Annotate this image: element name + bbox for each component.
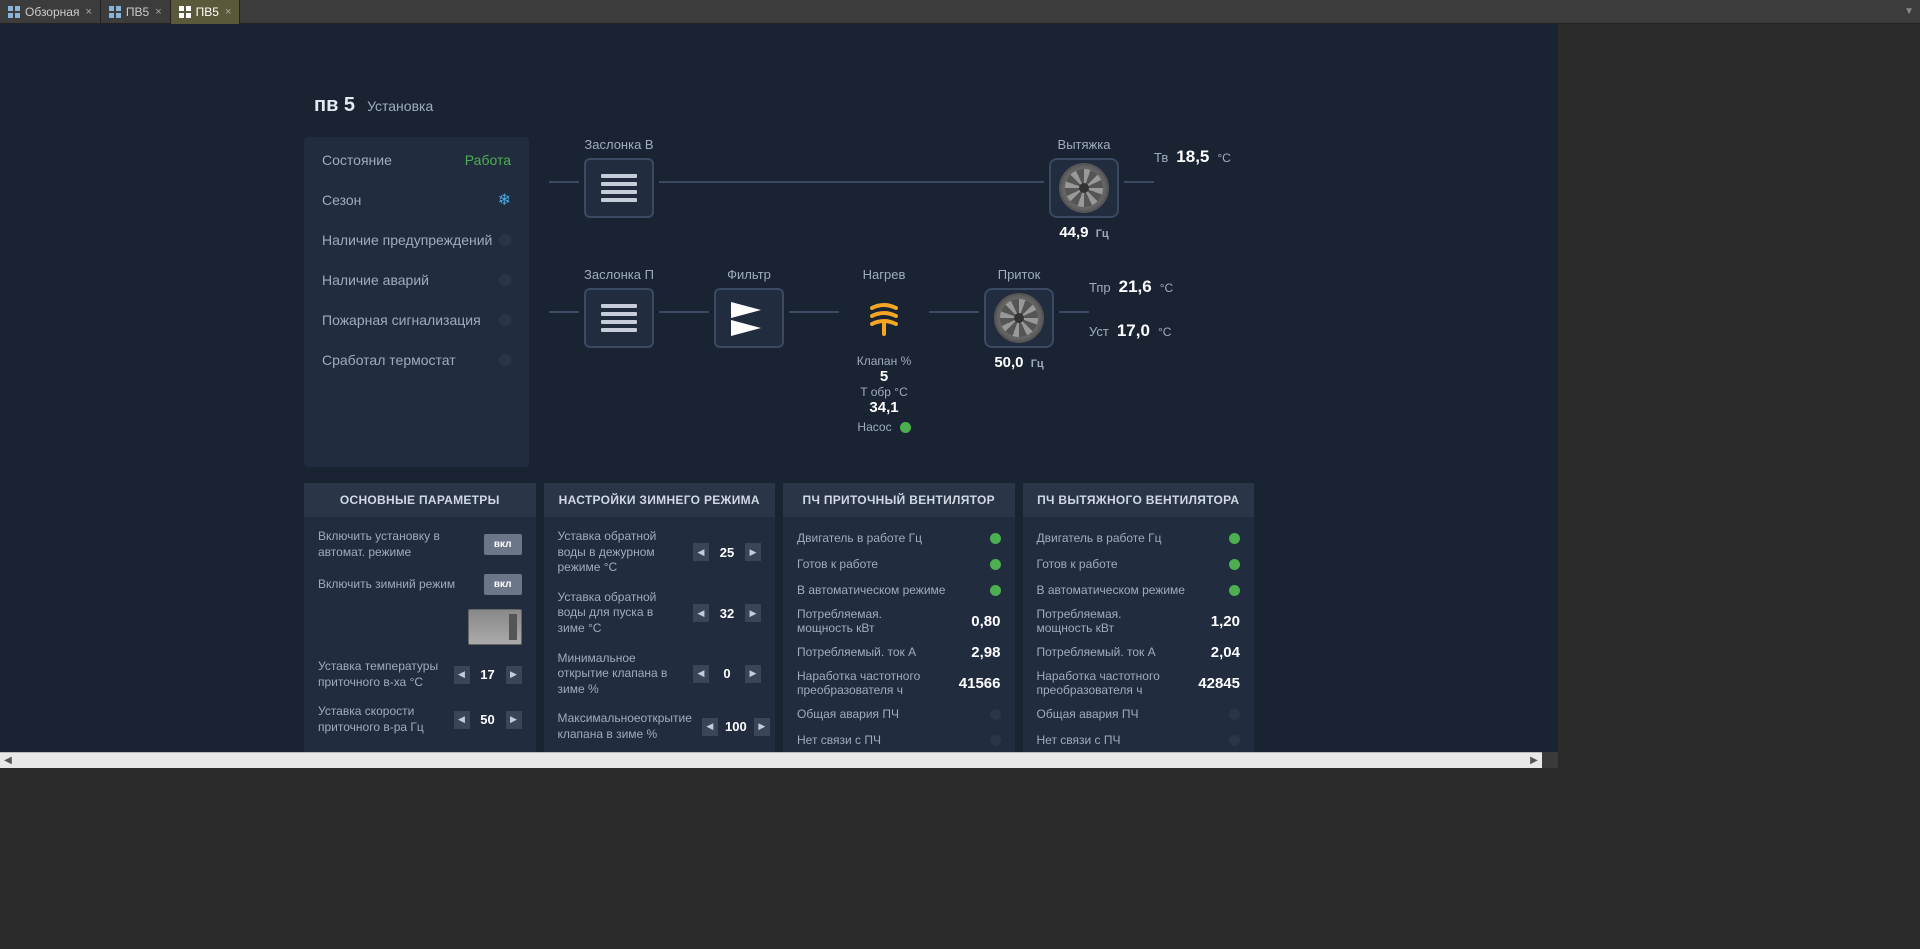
exhaust-hz: 44,9 [1059,224,1088,241]
status-state: Состояние Работа [322,149,511,171]
hvac-canvas: пв 5 Установка Состояние Работа Сезон ❄ … [0,24,1558,752]
temp-tv: Тв 18,5 °C [1154,147,1254,167]
status-dot [1229,559,1240,570]
power-kw: 1,20 [1211,613,1240,630]
filter-node: Фильтр [709,267,789,348]
return-water-start[interactable]: ◀32▶ [693,604,761,622]
indicator-dot [499,314,511,326]
snowflake-icon: ❄ [498,190,511,210]
damper-icon [584,288,654,348]
decrement-button[interactable]: ◀ [454,666,470,684]
hvac-diagram: Заслонка В Вытяжка 44,9 Гц Тв 18,5 °C [549,137,1254,467]
viewport: пв 5 Установка Состояние Работа Сезон ❄ … [0,24,1558,768]
panel-winter-settings: НАСТРОЙКИ ЗИМНЕГО РЕЖИМА Уставка обратно… [544,483,776,768]
runtime-h: 41566 [959,675,1001,692]
close-icon[interactable]: × [85,6,91,18]
pump-status-dot [900,422,911,433]
winter-mode-toggle[interactable]: вкл [484,574,522,595]
panel-main-params: ОСНОВНЫЕ ПАРАМЕТРЫ Включить установку в … [304,483,536,768]
current-a: 2,04 [1211,644,1240,661]
increment-button[interactable]: ▶ [506,666,522,684]
status-season: Сезон ❄ [322,189,511,211]
auto-mode-toggle[interactable]: вкл [484,534,522,555]
tabs-menu[interactable]: ▼ [1898,6,1920,17]
status-dot [990,709,1001,720]
status-dot [990,735,1001,746]
status-dot [990,559,1001,570]
status-dot [990,533,1001,544]
status-dot [990,585,1001,596]
indicator-dot [499,274,511,286]
tab-pv5-1[interactable]: ПВ5 × [101,0,171,24]
return-temp: 34,1 [839,399,929,416]
increment-button[interactable]: ▶ [506,711,522,729]
status-thermostat: Сработал термостат [322,349,511,371]
damper-icon [584,158,654,218]
panel-header: ПЧ ПРИТОЧНЫЙ ВЕНТИЛЯТОР [783,483,1015,517]
status-warnings: Наличие предупреждений [322,229,511,251]
status-dot [1229,533,1240,544]
panel-header: НАСТРОЙКИ ЗИМНЕГО РЕЖИМА [544,483,776,517]
horizontal-scrollbar[interactable]: ◀ ▶ [0,752,1542,768]
unit-subtitle: Установка [367,98,433,114]
panel-header: ПЧ ВЫТЯЖНОГО ВЕНТИЛЯТОРА [1023,483,1255,517]
tab-bar: Обзорная × ПВ5 × ПВ5 × ▼ [0,0,1920,24]
damper-v-node: Заслонка В [579,137,659,218]
close-icon[interactable]: × [225,6,231,18]
panel-header: ОСНОВНЫЕ ПАРАМЕТРЫ [304,483,536,517]
indicator-dot [499,354,511,366]
indicator-dot [499,234,511,246]
valve-min-open[interactable]: ◀0▶ [693,665,761,683]
close-icon[interactable]: × [155,6,161,18]
temp-tpr: Тпр 21,6 °C [1089,277,1189,297]
tab-overview[interactable]: Обзорная × [0,0,101,24]
heater-node: Нагрев Клапан % 5 T обр °C 34,1 Насос [839,267,929,434]
status-panel: Состояние Работа Сезон ❄ Наличие предупр… [304,137,529,467]
supply-fan-speed[interactable]: ◀50▶ [454,711,522,729]
status-fire: Пожарная сигнализация [322,309,511,331]
scroll-left-button[interactable]: ◀ [0,753,16,769]
valve-percent: 5 [839,368,929,385]
tab-label: ПВ5 [126,5,149,19]
tab-label: ПВ5 [196,5,219,19]
fan-icon [1049,158,1119,218]
tab-icon [8,6,20,18]
supply-hz: 50,0 [994,354,1023,371]
page-title: пв 5 Установка [304,94,1254,117]
tab-label: Обзорная [25,5,79,19]
status-dot [1229,585,1240,596]
current-a: 2,98 [971,644,1000,661]
decrement-button[interactable]: ◀ [454,711,470,729]
status-dot [1229,735,1240,746]
exhaust-fan-node: Вытяжка 44,9 Гц [1044,137,1124,241]
tab-icon [179,6,191,18]
runtime-h: 42845 [1198,675,1240,692]
status-alarms: Наличие аварий [322,269,511,291]
tab-icon [109,6,121,18]
filter-icon [714,288,784,348]
fan-icon [984,288,1054,348]
tab-pv5-2[interactable]: ПВ5 × [171,0,241,24]
supply-temp-setpoint[interactable]: ◀17▶ [454,666,522,684]
panel-exhaust-vfd: ПЧ ВЫТЯЖНОГО ВЕНТИЛЯТОРА Двигатель в раб… [1023,483,1255,768]
supply-fan-node: Приток 50,0 Гц [979,267,1059,371]
state-value: Работа [465,152,511,168]
unit-id: пв 5 [314,94,355,117]
status-dot [1229,709,1240,720]
return-water-standby[interactable]: ◀25▶ [693,543,761,561]
device-image [468,609,522,645]
power-kw: 0,80 [971,613,1000,630]
damper-p-node: Заслонка П [579,267,659,348]
heater-icon [849,288,919,348]
scroll-right-button[interactable]: ▶ [1526,753,1542,769]
valve-max-open[interactable]: ◀100▶ [702,718,770,736]
panel-supply-vfd: ПЧ ПРИТОЧНЫЙ ВЕНТИЛЯТОР Двигатель в рабо… [783,483,1015,768]
temp-ust: Уст 17,0 °C [1089,321,1189,341]
